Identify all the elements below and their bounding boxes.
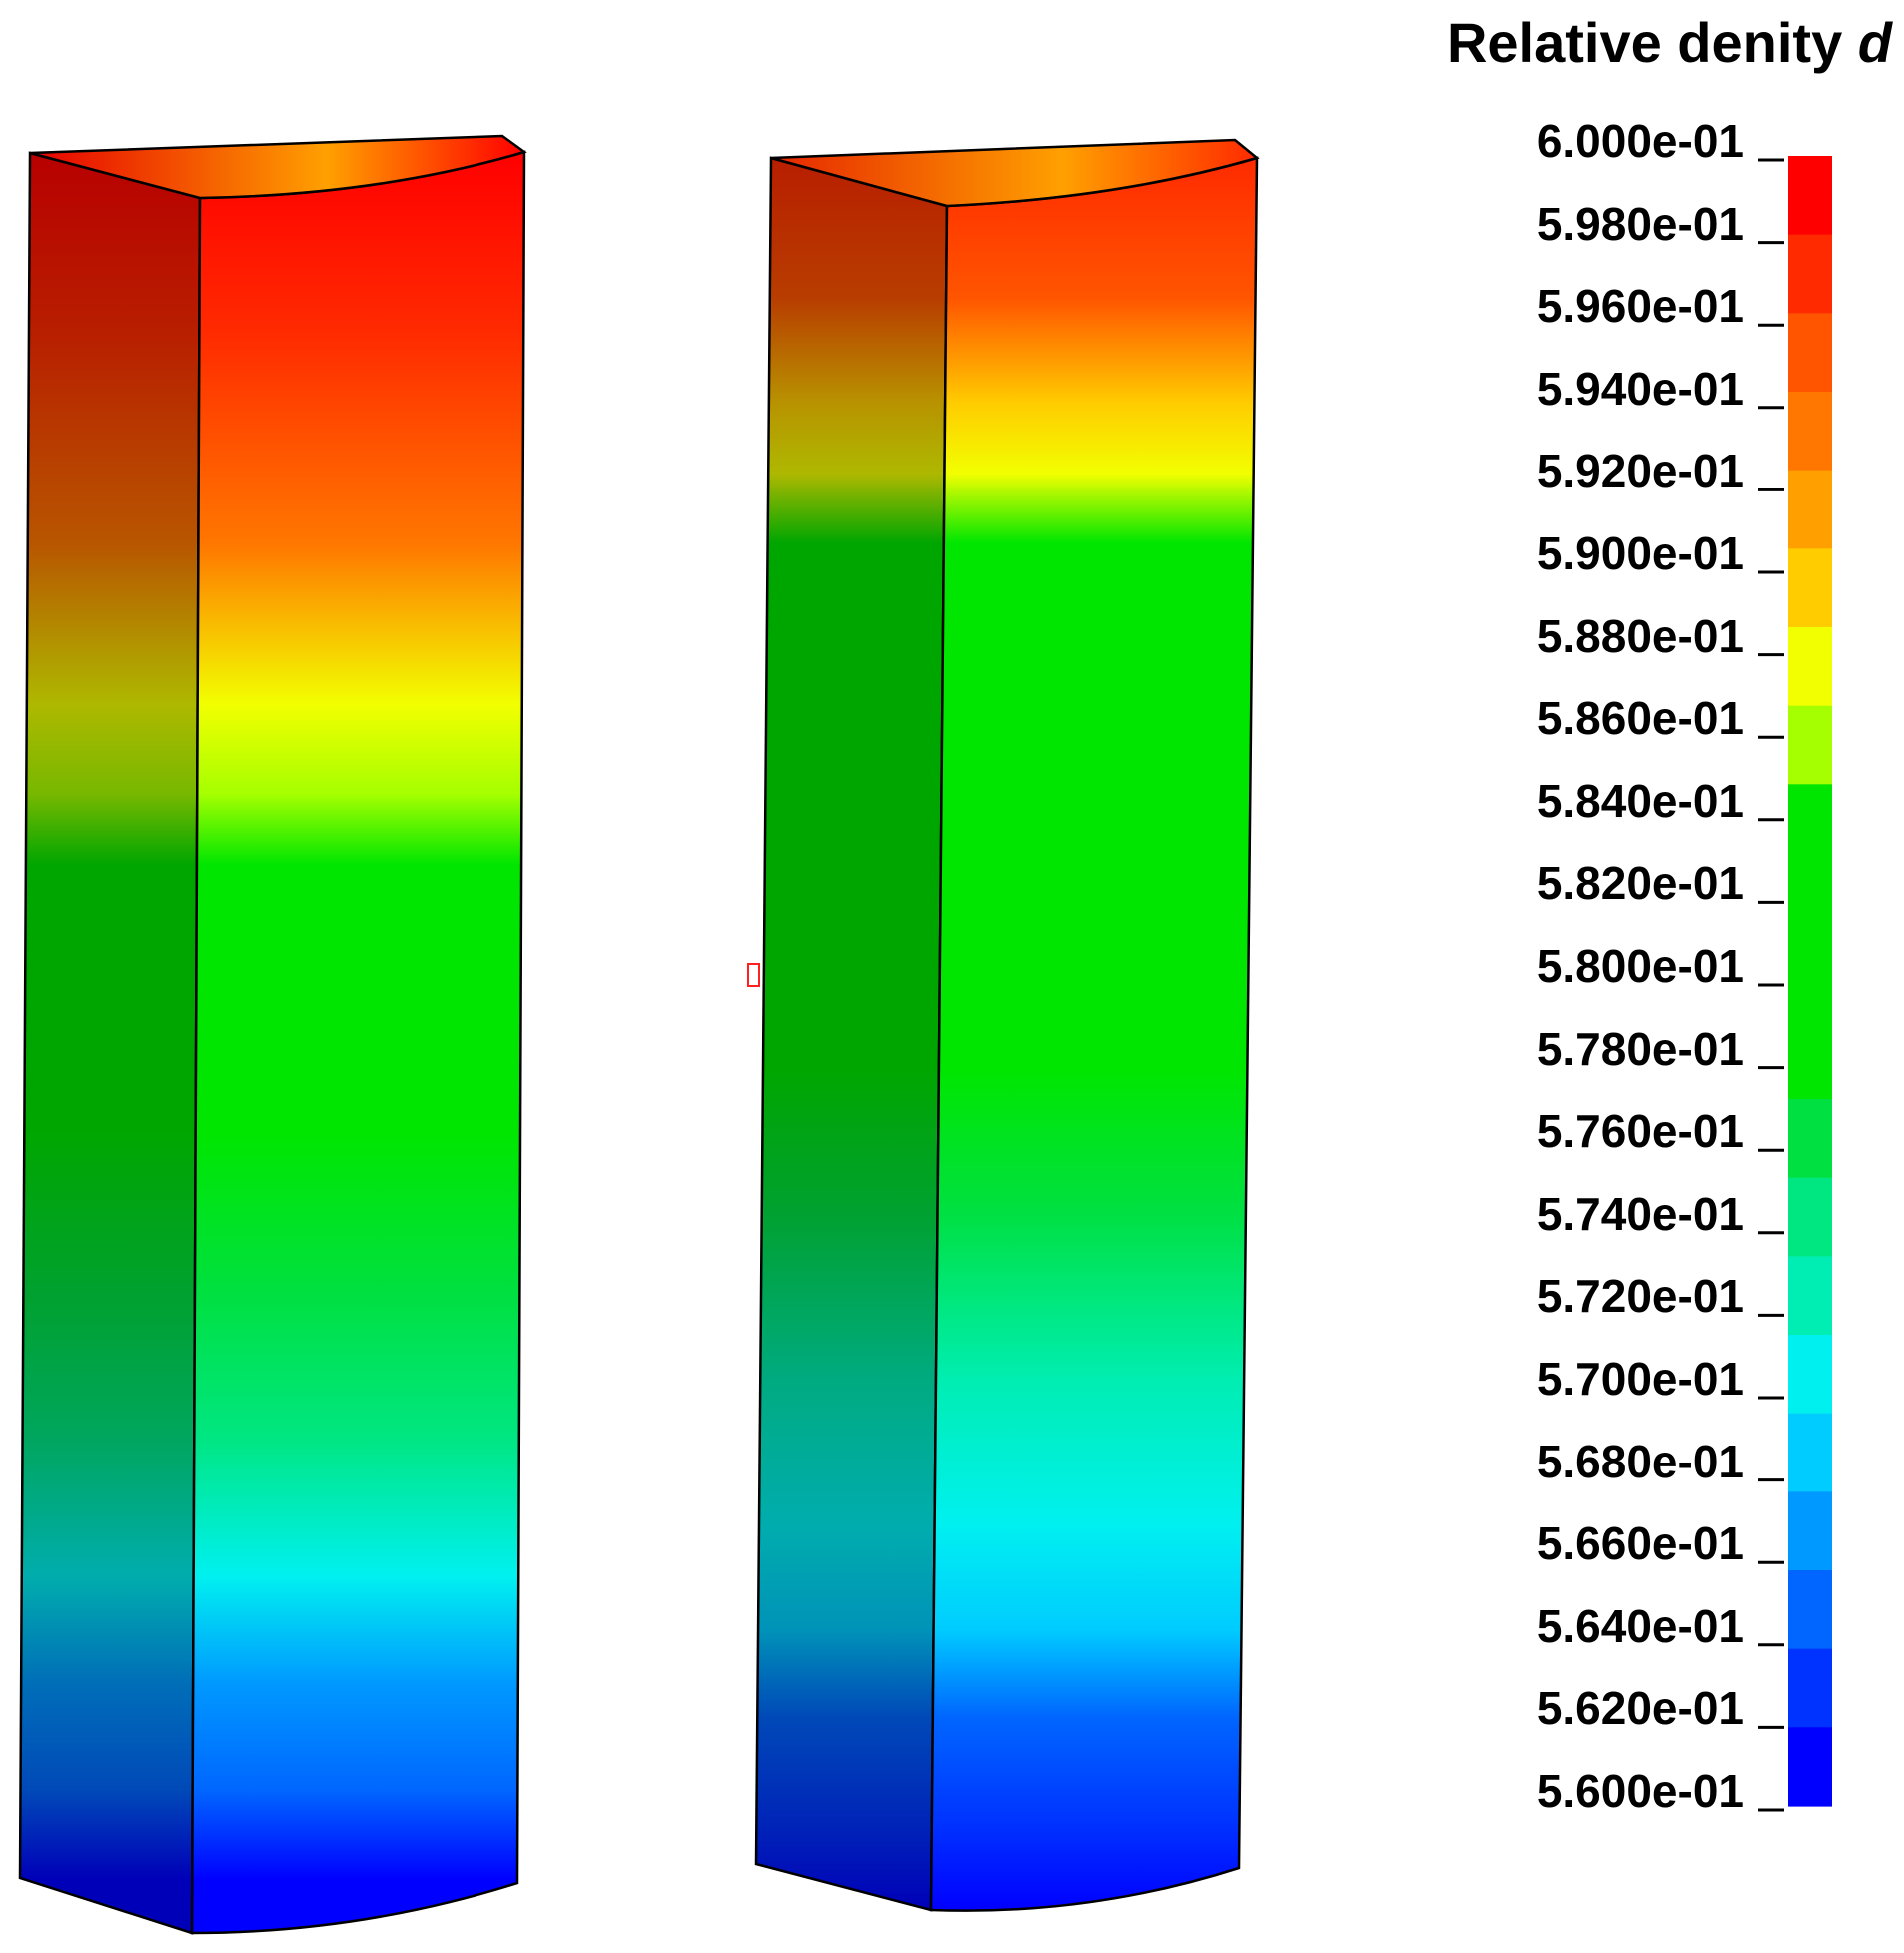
colorbar-band — [1788, 548, 1832, 628]
colorbar-band — [1788, 863, 1832, 943]
colorbar-band — [1788, 470, 1832, 549]
specimen-front-face — [190, 150, 526, 1935]
colorbar-band — [1788, 784, 1832, 864]
specimen-left — [18, 134, 527, 1935]
colorbar-band — [1788, 1570, 1832, 1650]
colorbar-tick-label: 5.740e-01 — [1536, 1187, 1744, 1240]
colorbar-band — [1788, 1727, 1832, 1807]
colorbar-tick-label: 5.680e-01 — [1536, 1435, 1744, 1487]
colorbar-tick-label: 5.720e-01 — [1536, 1270, 1744, 1323]
colorbar-band — [1788, 1491, 1832, 1571]
colorbar-band — [1788, 1020, 1832, 1100]
colorbar-band — [1788, 1335, 1832, 1415]
colorbar-tick-label: 5.700e-01 — [1536, 1353, 1744, 1405]
colorbar-tick-label: 5.960e-01 — [1536, 280, 1744, 333]
specimens — [18, 134, 1260, 1935]
colorbar-tick-label: 5.840e-01 — [1536, 774, 1744, 827]
colorbar-tick-label: 5.880e-01 — [1536, 609, 1744, 662]
colorbar-band — [1788, 1177, 1832, 1257]
colorbar-tick-label: 5.860e-01 — [1536, 692, 1744, 745]
colorbar-band — [1788, 627, 1832, 707]
colorbar-tick-label: 5.780e-01 — [1536, 1022, 1744, 1075]
colorbar-tick-label: 5.820e-01 — [1536, 857, 1744, 910]
colorbar-tick-label: 5.640e-01 — [1536, 1599, 1744, 1652]
specimen-side-face — [754, 156, 949, 1912]
colorbar-tick-label: 5.760e-01 — [1536, 1105, 1744, 1158]
colorbar-tick-label: 5.980e-01 — [1536, 197, 1744, 250]
legend-title: Relative denity d — [1446, 11, 1892, 74]
colorbar-tick-label: 5.920e-01 — [1536, 445, 1744, 497]
colorbar-tick-label: 5.600e-01 — [1536, 1765, 1744, 1817]
colorbar — [1758, 156, 1832, 1812]
specimen-top-face — [29, 134, 527, 200]
colorbar-band — [1788, 1413, 1832, 1492]
colorbar-tick-label: 5.900e-01 — [1536, 527, 1744, 579]
colorbar-band — [1788, 313, 1832, 393]
specimen-side-face — [18, 151, 202, 1935]
specimen-top-face — [770, 138, 1260, 208]
colorbar-band — [1788, 1648, 1832, 1728]
colorbar-band — [1788, 1099, 1832, 1179]
origin-marker — [747, 963, 760, 987]
colorbar-band — [1788, 392, 1832, 472]
colorbar-band — [1788, 1256, 1832, 1336]
colorbar-tick-label: 5.940e-01 — [1536, 362, 1744, 415]
colorbar-tick-label: 5.620e-01 — [1536, 1682, 1744, 1735]
colorbar-tick-label: 5.800e-01 — [1536, 940, 1744, 992]
specimen-right — [754, 138, 1260, 1912]
colorbar-band — [1788, 941, 1832, 1021]
colorbar-tick-label: 5.660e-01 — [1536, 1517, 1744, 1570]
specimen-front-face — [929, 156, 1259, 1912]
colorbar-band — [1788, 705, 1832, 785]
colorbar-band — [1788, 234, 1832, 314]
colorbar-band — [1788, 156, 1832, 236]
colorbar-tick-label: 6.000e-01 — [1536, 115, 1744, 167]
